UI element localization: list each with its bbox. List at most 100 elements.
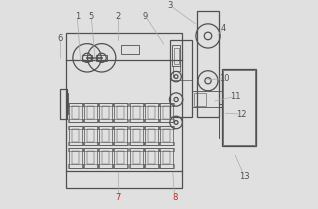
- Bar: [160, 148, 173, 168]
- Bar: [102, 106, 109, 119]
- Bar: [145, 126, 158, 145]
- Bar: [130, 103, 142, 122]
- Bar: [69, 126, 82, 145]
- Bar: [128, 126, 143, 129]
- Bar: [145, 148, 158, 168]
- Bar: [148, 106, 155, 119]
- Text: 5: 5: [89, 12, 94, 21]
- Bar: [87, 129, 94, 142]
- Bar: [223, 70, 255, 145]
- Bar: [68, 103, 83, 106]
- Bar: [98, 142, 113, 145]
- Bar: [133, 151, 140, 164]
- Bar: [66, 93, 68, 114]
- Bar: [128, 148, 143, 151]
- Bar: [145, 103, 158, 122]
- Bar: [99, 103, 112, 122]
- Bar: [69, 103, 82, 122]
- Bar: [60, 89, 67, 119]
- Bar: [113, 148, 128, 151]
- Text: 10: 10: [219, 74, 230, 83]
- Bar: [114, 103, 127, 122]
- Bar: [82, 55, 92, 61]
- Text: 13: 13: [239, 172, 250, 181]
- Bar: [83, 148, 98, 151]
- Bar: [163, 129, 170, 142]
- Bar: [121, 45, 139, 54]
- Bar: [68, 148, 83, 151]
- Bar: [130, 126, 142, 145]
- Bar: [83, 103, 98, 106]
- Text: 12: 12: [236, 110, 247, 119]
- Bar: [84, 103, 97, 122]
- Bar: [114, 148, 127, 168]
- Bar: [160, 126, 173, 145]
- Text: 9: 9: [143, 12, 148, 21]
- Bar: [144, 126, 159, 129]
- Bar: [83, 142, 98, 145]
- Text: 4: 4: [221, 24, 226, 33]
- Bar: [144, 164, 159, 168]
- Bar: [102, 129, 109, 142]
- Bar: [159, 119, 174, 122]
- Bar: [163, 106, 170, 119]
- Bar: [174, 48, 179, 64]
- Bar: [83, 119, 98, 122]
- Bar: [83, 126, 98, 129]
- Bar: [144, 142, 159, 145]
- Bar: [128, 103, 143, 106]
- Bar: [159, 126, 174, 129]
- Bar: [87, 151, 94, 164]
- Bar: [84, 148, 97, 168]
- Bar: [159, 148, 174, 151]
- Bar: [69, 148, 82, 168]
- Text: 11: 11: [230, 92, 240, 101]
- Bar: [99, 148, 112, 168]
- Bar: [113, 119, 128, 122]
- Text: 3: 3: [168, 1, 173, 10]
- Bar: [68, 142, 83, 145]
- Bar: [98, 164, 113, 168]
- Bar: [159, 164, 174, 168]
- Text: 8: 8: [172, 193, 177, 202]
- Bar: [66, 33, 182, 188]
- Bar: [72, 151, 79, 164]
- Bar: [87, 106, 94, 119]
- Bar: [128, 164, 143, 168]
- Bar: [128, 142, 143, 145]
- Bar: [113, 142, 128, 145]
- Bar: [117, 129, 124, 142]
- Bar: [114, 126, 127, 145]
- Bar: [133, 129, 140, 142]
- Bar: [113, 103, 128, 106]
- Bar: [68, 126, 83, 129]
- Bar: [170, 40, 192, 117]
- Bar: [130, 148, 142, 168]
- Bar: [197, 11, 219, 117]
- Bar: [68, 164, 83, 168]
- Bar: [72, 106, 79, 119]
- Bar: [159, 142, 174, 145]
- Bar: [98, 119, 113, 122]
- Bar: [68, 119, 83, 122]
- Bar: [148, 151, 155, 164]
- Bar: [194, 93, 206, 106]
- Bar: [172, 45, 180, 66]
- Bar: [148, 129, 155, 142]
- Text: 7: 7: [116, 193, 121, 202]
- Bar: [163, 151, 170, 164]
- Bar: [84, 126, 97, 145]
- Bar: [144, 103, 159, 106]
- Bar: [96, 55, 107, 61]
- Bar: [222, 69, 256, 147]
- Bar: [128, 119, 143, 122]
- Bar: [117, 151, 124, 164]
- Bar: [133, 106, 140, 119]
- Bar: [192, 91, 222, 107]
- Bar: [99, 126, 112, 145]
- Bar: [72, 129, 79, 142]
- Bar: [98, 148, 113, 151]
- Bar: [98, 103, 113, 106]
- Bar: [144, 119, 159, 122]
- Bar: [113, 126, 128, 129]
